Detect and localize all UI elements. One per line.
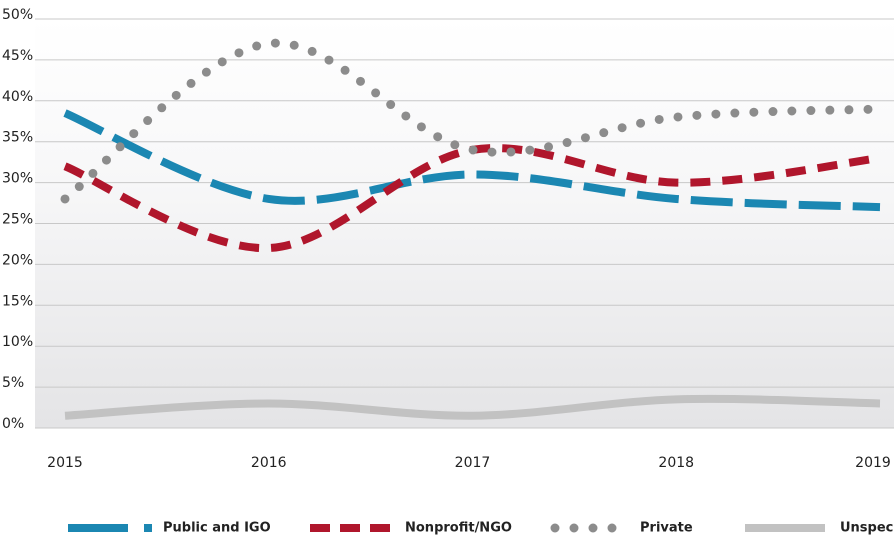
x-tick-label: 2019 (855, 455, 891, 471)
y-tick-label: 50% (2, 7, 33, 23)
y-tick-label: 35% (2, 130, 33, 146)
legend-label: Unspecified (840, 521, 894, 535)
y-tick-label: 10% (2, 334, 33, 350)
series-line (64, 394, 881, 420)
x-tick-label: 2016 (251, 455, 287, 471)
y-tick-label: 30% (2, 171, 33, 187)
y-tick-label: 20% (2, 252, 33, 268)
y-tick-label: 45% (2, 48, 33, 64)
x-tick-label: 2017 (455, 455, 491, 471)
legend-label: Nonprofit/NGO (405, 521, 512, 535)
y-tick-label: 5% (2, 375, 24, 391)
x-tick-label: 2015 (47, 455, 83, 471)
legend-label: Public and IGO (163, 521, 271, 535)
y-tick-label: 25% (2, 212, 33, 228)
y-tick-label: 0% (2, 416, 24, 432)
x-tick-label: 2018 (658, 455, 694, 471)
legend-label: Private (640, 521, 693, 535)
y-tick-label: 40% (2, 89, 33, 105)
series-line (60, 38, 885, 204)
y-tick-label: 15% (2, 293, 33, 309)
series-line (63, 109, 881, 212)
